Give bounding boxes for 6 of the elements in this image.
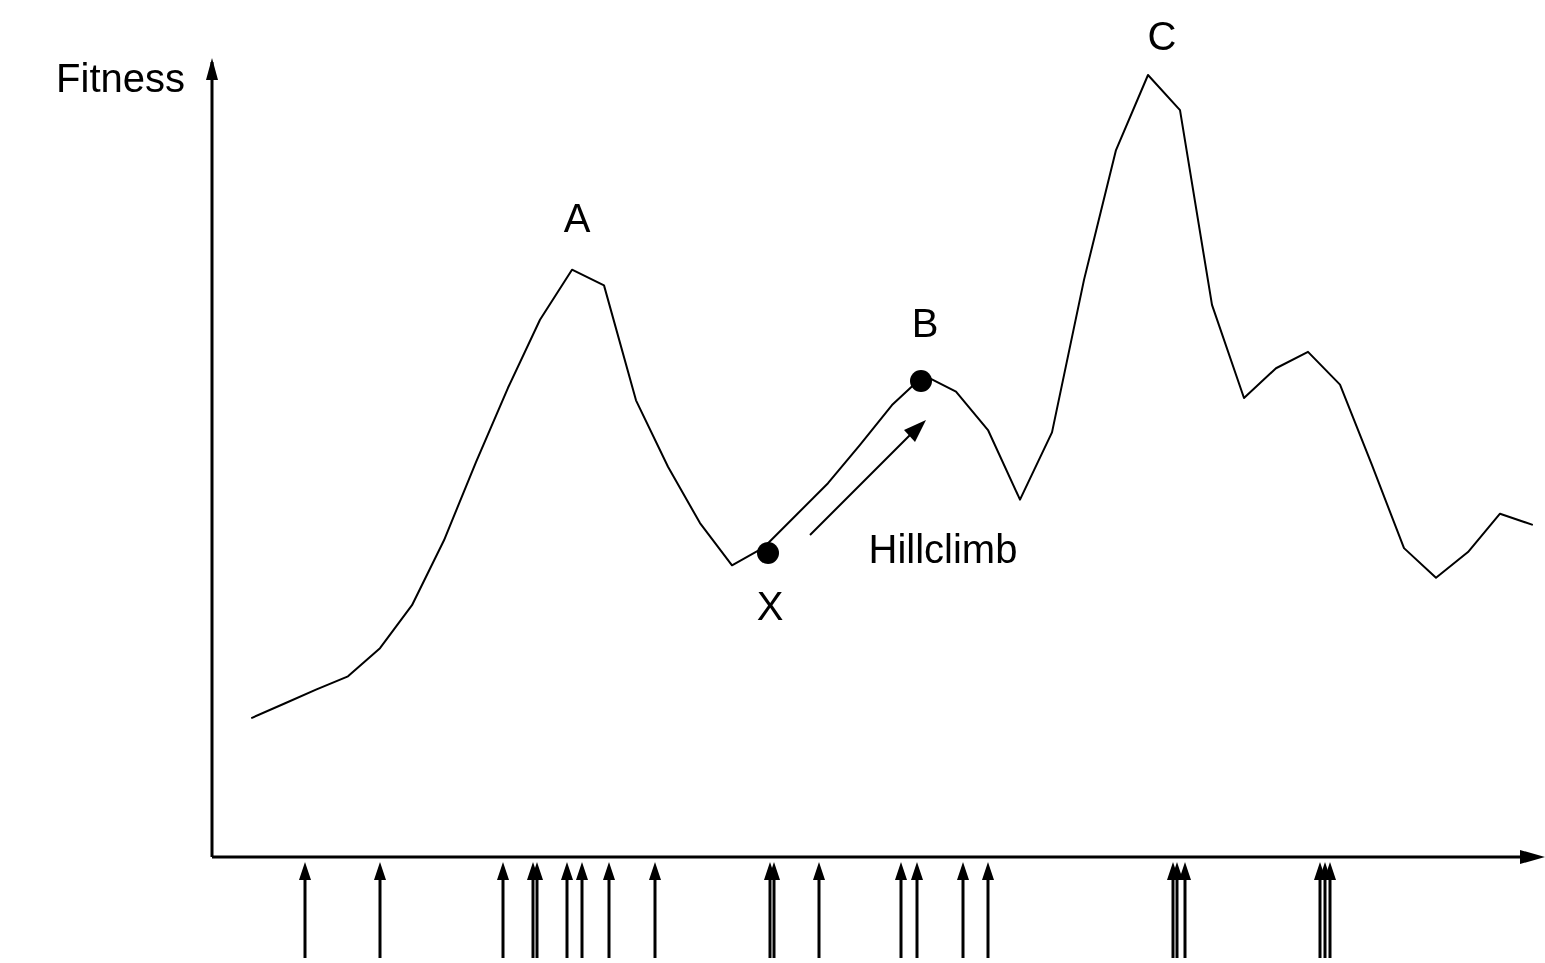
annotation: Hillclimb	[868, 527, 1018, 571]
annotation: X	[756, 584, 784, 628]
y-axis-title: Fitness	[56, 56, 185, 100]
text: C	[1147, 14, 1177, 58]
annotation: A	[563, 196, 591, 240]
annotation: B	[911, 301, 939, 345]
